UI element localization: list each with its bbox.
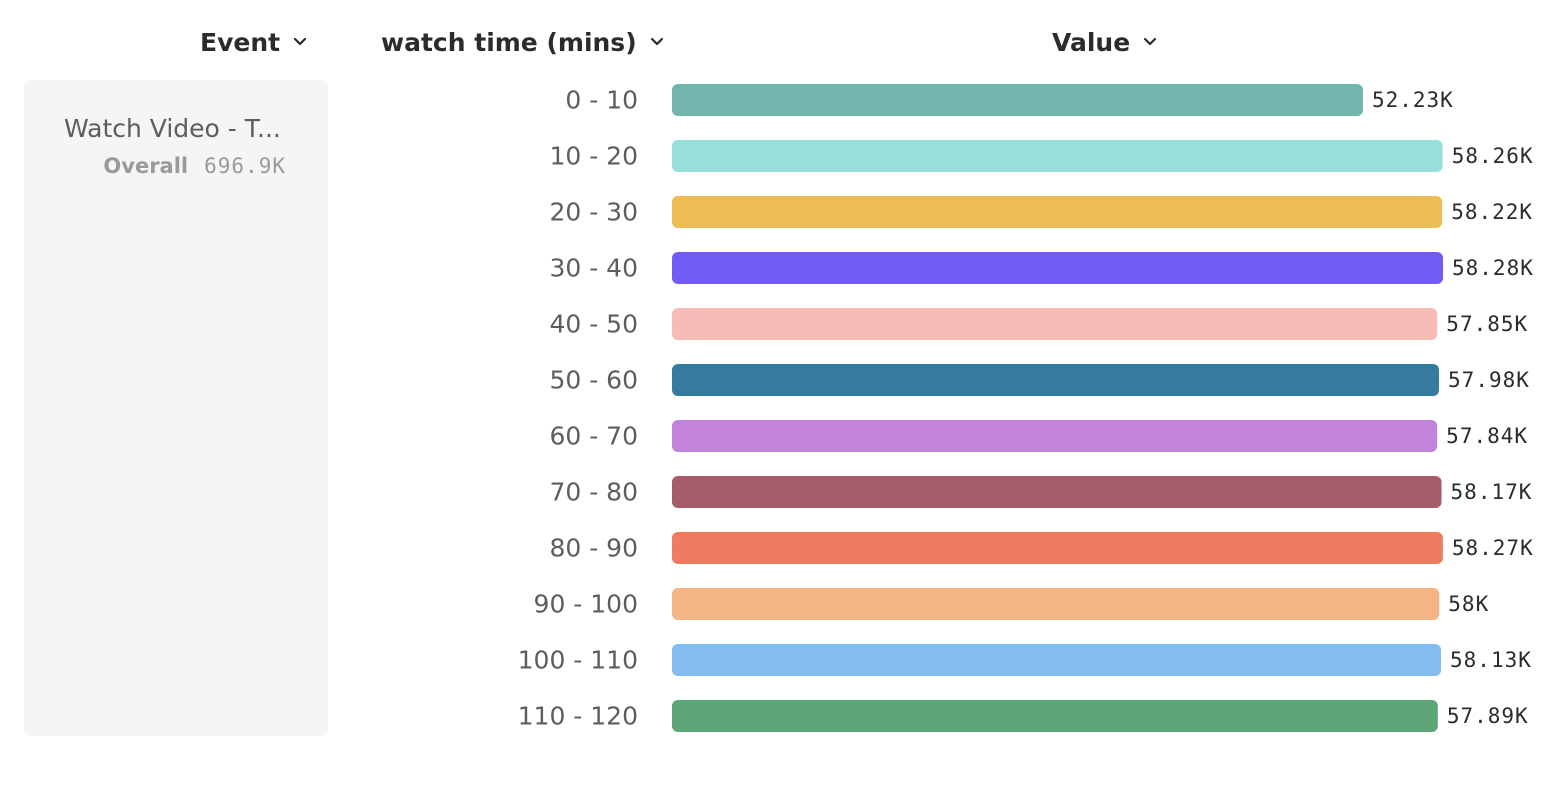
category-label: 90 - 100 [534,590,638,619]
overall-value: 696.9K [204,154,286,178]
bar[interactable] [672,84,1363,116]
value-label: 57.84K [1446,424,1528,448]
event-name[interactable]: Watch Video - T... [64,114,281,143]
bar[interactable] [672,588,1440,620]
value-label: 58.26K [1452,144,1534,168]
value-column-header[interactable]: Value [1052,24,1158,60]
bar[interactable] [672,196,1443,228]
value-label: 58.17K [1451,480,1533,504]
event-header-label: Event [200,27,281,57]
category-label: 70 - 80 [549,478,638,507]
value-label: 52.23K [1372,88,1454,112]
value-label: 58.28K [1452,256,1534,280]
event-column-header[interactable]: Event [200,24,308,60]
value-label: 58K [1448,592,1489,616]
category-label: 20 - 30 [549,198,638,227]
category-label: 60 - 70 [549,422,638,451]
value-label: 57.98K [1448,368,1530,392]
event-overall: Overall 696.9K [103,154,286,178]
value-label: 57.85K [1446,312,1528,336]
value-label: 58.22K [1451,200,1533,224]
value-label: 58.13K [1450,648,1532,672]
value-label: 58.27K [1452,536,1534,560]
category-label: 100 - 110 [518,646,638,675]
value-label: 57.89K [1447,704,1529,728]
watch-time-column-header[interactable]: watch time (mins) [381,24,665,60]
bar[interactable] [672,700,1438,732]
value-header-label: Value [1052,27,1131,57]
chevron-down-icon [650,37,663,46]
bar[interactable] [672,252,1443,284]
bar[interactable] [672,420,1438,452]
category-label: 10 - 20 [549,142,638,171]
chevron-down-icon [293,37,307,46]
event-panel: Watch Video - T... Overall 696.9K [24,80,328,736]
chevron-down-icon [1144,37,1157,46]
watch-time-header-label: watch time (mins) [381,27,637,57]
bar[interactable] [672,364,1440,396]
category-label: 50 - 60 [549,366,638,395]
bar[interactable] [672,140,1443,172]
bar[interactable] [672,532,1443,564]
overall-label: Overall [103,154,189,178]
category-label: 40 - 50 [549,310,638,339]
bar[interactable] [672,476,1442,508]
bar[interactable] [672,644,1442,676]
category-label: 30 - 40 [549,254,638,283]
bar[interactable] [672,308,1438,340]
category-label: 0 - 10 [565,86,638,115]
category-label: 80 - 90 [549,534,638,563]
category-label: 110 - 120 [518,702,638,731]
